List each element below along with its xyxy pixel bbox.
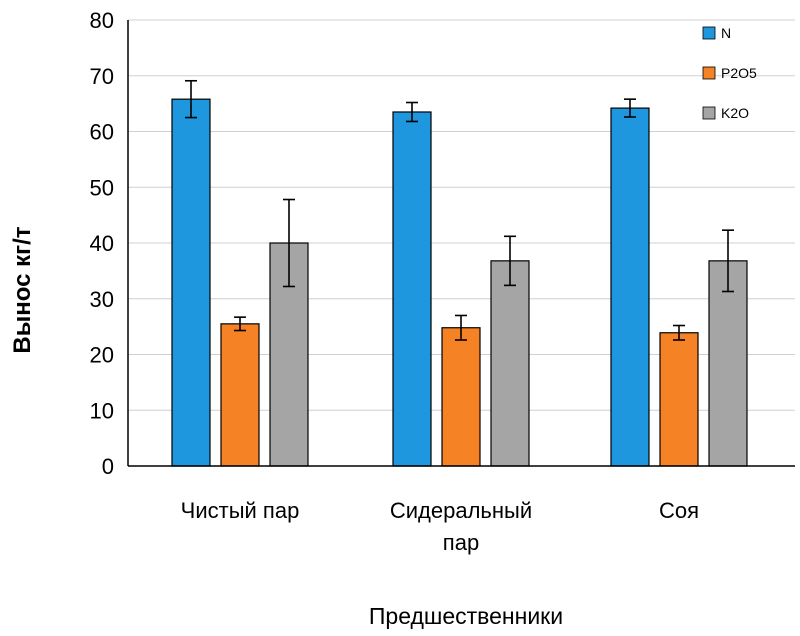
x-category-label: Чистый пар xyxy=(181,498,300,523)
x-axis-title: Предшественники xyxy=(369,603,563,629)
error-bars xyxy=(185,79,734,341)
x-category-label-line: пар xyxy=(443,530,479,555)
legend-swatch xyxy=(702,26,716,40)
y-tick-label: 30 xyxy=(90,287,114,312)
bar xyxy=(659,332,699,467)
legend: N P2O5 K2O xyxy=(702,25,757,121)
bars xyxy=(171,98,748,467)
x-category-label-line: Чистый пар xyxy=(181,498,300,523)
y-tick-label: 10 xyxy=(90,398,114,423)
y-tick-label: 60 xyxy=(90,120,114,145)
y-tick-label: 0 xyxy=(102,454,114,479)
y-tick-label: 70 xyxy=(90,64,114,89)
bar xyxy=(171,98,211,467)
y-tick-label: 80 xyxy=(90,8,114,33)
x-category-label: Соя xyxy=(659,498,699,523)
legend-swatch xyxy=(702,66,716,80)
axes xyxy=(127,20,795,467)
x-category-label-line: Сидеральный xyxy=(390,498,532,523)
bar xyxy=(441,327,481,467)
x-category-label: Сидеральный пар xyxy=(390,498,532,555)
legend-label: N xyxy=(721,25,731,41)
bar xyxy=(490,260,530,467)
legend-swatch xyxy=(702,106,716,120)
legend-label: P2O5 xyxy=(721,65,757,81)
y-axis-title: Вынос кг/т xyxy=(9,226,36,353)
bar xyxy=(392,111,432,467)
x-category-label-line: Соя xyxy=(659,498,699,523)
y-tick-labels: 0 10 20 30 40 50 60 70 80 xyxy=(90,8,114,479)
y-tick-label: 20 xyxy=(90,343,114,368)
y-tick-label: 50 xyxy=(90,175,114,200)
bar xyxy=(610,107,650,467)
y-tick-label: 40 xyxy=(90,231,114,256)
legend-label: K2O xyxy=(721,105,749,121)
x-category-labels: Чистый пар Сидеральный пар Соя xyxy=(181,498,699,555)
bar xyxy=(220,323,260,467)
